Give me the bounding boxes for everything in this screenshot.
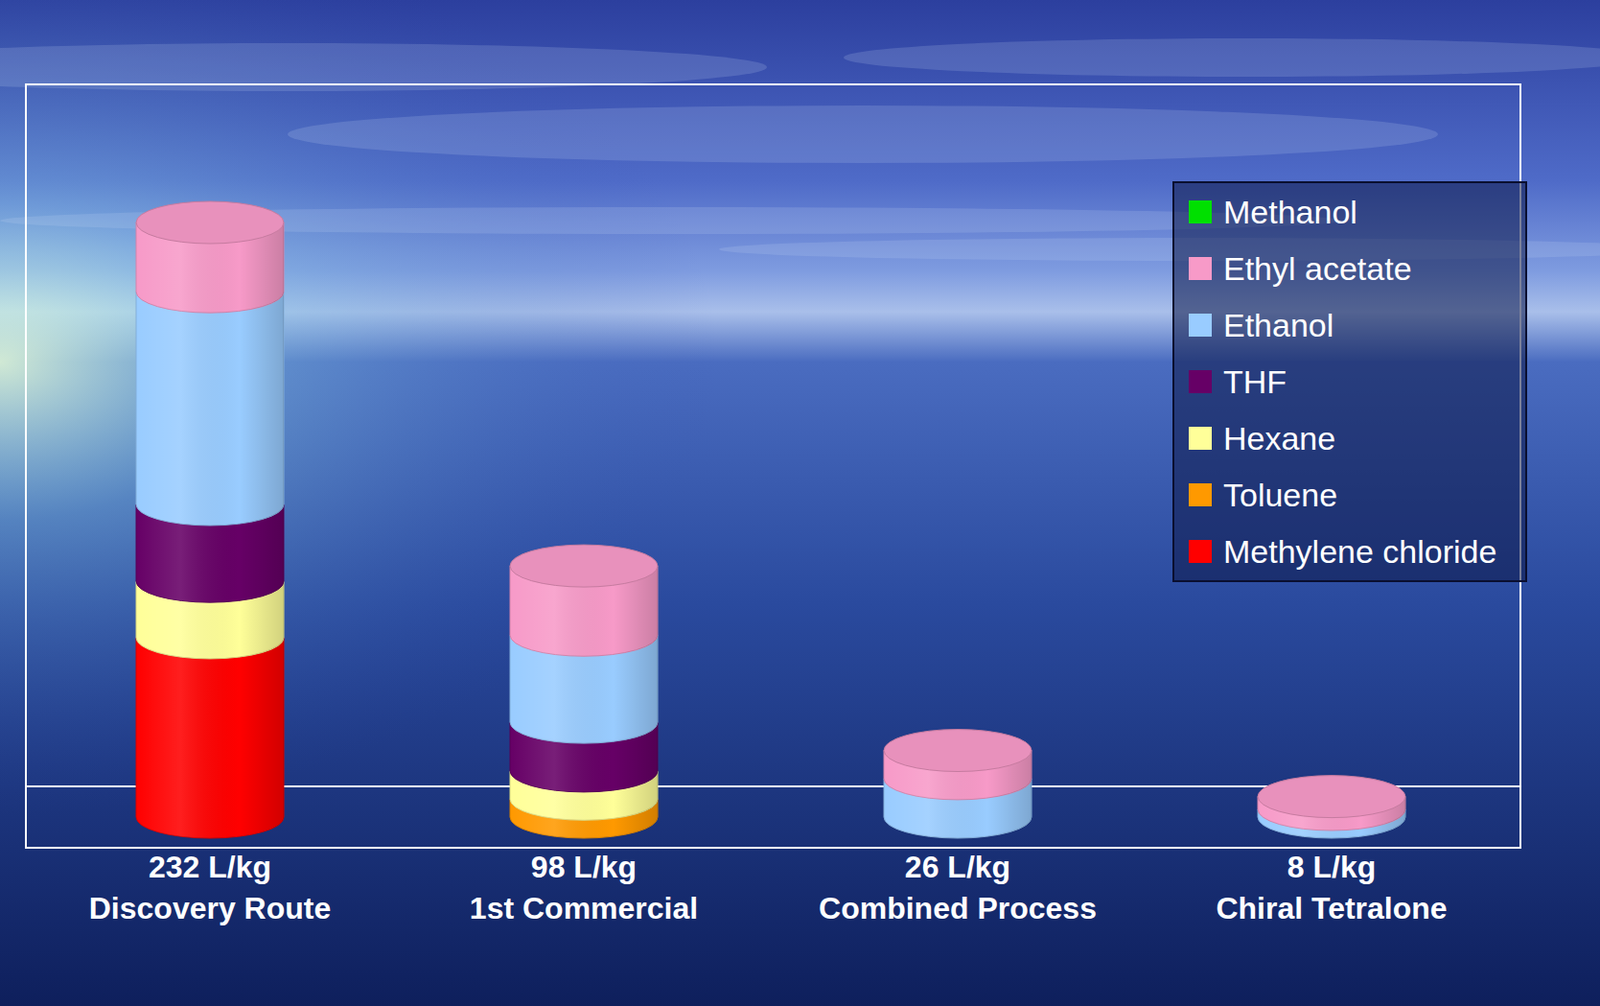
legend-label: Methanol [1223,193,1358,231]
legend-swatch [1188,256,1212,280]
legend-swatch [1188,200,1212,224]
legend-swatch [1188,539,1212,563]
bar-top [510,544,658,587]
bar-top [136,201,284,244]
category-label-line: 8 L/kg [1287,849,1376,884]
legend-box [1173,182,1527,581]
legend-label: THF [1223,363,1287,400]
category-label: 8 L/kg Chiral Tetralone [1215,849,1447,926]
legend-label: Ethanol [1223,306,1334,344]
legend-swatch [1188,483,1212,507]
category-label-line: Chiral Tetralone [1215,890,1447,926]
background [0,0,1600,1006]
category-label-line: 232 L/kg [148,849,272,884]
category-label: 232 L/kg Discovery Route [89,849,332,926]
legend-label: Ethyl acetate [1223,250,1413,287]
legend-swatch [1188,370,1212,394]
cloud [843,38,1600,77]
category-label-line: Combined Process [818,890,1097,926]
category-label-line: Discovery Route [89,890,332,926]
category-label-line: 26 L/kg [904,849,1011,884]
bar-shading [136,637,284,838]
category-label: 26 L/kg Combined Process [818,849,1097,926]
bar-segment [136,637,284,838]
category-label-line: 1st Commercial [469,890,698,926]
bar-top [1257,775,1406,818]
bar-shading [136,291,284,526]
legend-label: Hexane [1223,419,1336,457]
legend-swatch [1188,313,1212,337]
cloud [287,105,1438,163]
background-glow [0,0,1600,1006]
bar-segment [136,291,284,526]
legend-label: Methylene chloride [1223,533,1497,570]
legend: Methanol Ethyl acetate Ethanol THF Hexane Tol… [1173,182,1527,581]
category-label-line: 98 L/kg [531,849,637,884]
bar-top [883,729,1032,772]
category-label: 98 L/kg 1st Commercial [469,849,698,926]
legend-label: Toluene [1223,476,1338,513]
legend-swatch [1188,426,1212,450]
